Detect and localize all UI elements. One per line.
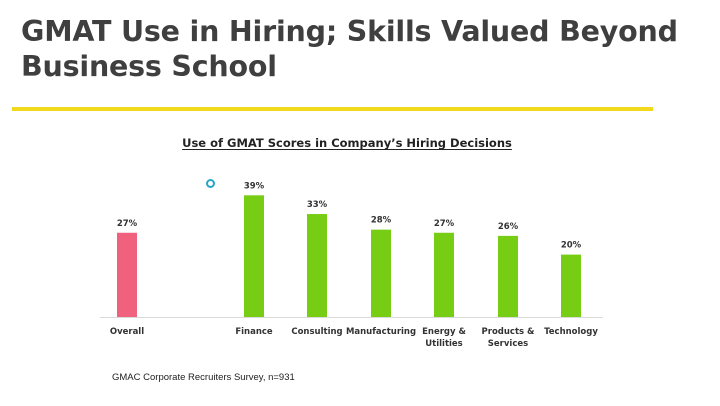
chart-title: Use of GMAT Scores in Company’s Hiring D…: [0, 136, 694, 150]
category-tick-label: Energy & Utilities: [422, 327, 466, 349]
data-label: 33%: [307, 200, 328, 210]
bar-overall: [117, 232, 137, 317]
bar-products-services: [498, 235, 518, 317]
data-label: 39%: [244, 181, 265, 191]
category-tick-label-line: Energy &: [422, 327, 466, 337]
category-tick-label: Technology: [544, 327, 598, 337]
category-tick-label-line: Utilities: [425, 339, 463, 349]
category-tick-label-line: Products &: [482, 327, 536, 337]
category-tick-label-line: Overall: [110, 327, 144, 337]
data-label: 27%: [434, 219, 455, 229]
category-tick-label-line: Finance: [235, 327, 273, 337]
bar-consulting: [307, 214, 327, 317]
cursor-ring-icon: [206, 179, 215, 188]
category-tick-label-line: Services: [488, 339, 528, 349]
category-tick-label: Finance: [235, 327, 273, 337]
category-tick-label-line: Consulting: [291, 327, 342, 337]
data-label: 20%: [561, 241, 582, 251]
data-label: 26%: [498, 222, 519, 232]
data-label: 27%: [117, 219, 138, 229]
bar-energy-utilities: [434, 232, 454, 317]
category-tick-label-line: Manufacturing: [346, 327, 416, 337]
category-tick-label-line: Technology: [544, 327, 598, 337]
source-footnote: GMAC Corporate Recruiters Survey, n=931: [112, 372, 295, 383]
category-tick-label: Products & Services: [482, 327, 536, 349]
chart-title-text: Use of GMAT Scores in Company’s Hiring D…: [182, 136, 512, 150]
bar-manufacturing: [371, 229, 391, 317]
category-tick-label: Overall: [110, 327, 144, 337]
title-underline-rule: [12, 107, 653, 111]
data-label: 28%: [371, 216, 392, 226]
category-tick-label: Manufacturing: [346, 327, 416, 337]
bar-technology: [561, 254, 581, 317]
slide-title: GMAT Use in Hiring; Skills Valued Beyond…: [21, 15, 678, 83]
bar-finance: [244, 195, 264, 317]
category-tick-label: Consulting: [291, 327, 342, 337]
